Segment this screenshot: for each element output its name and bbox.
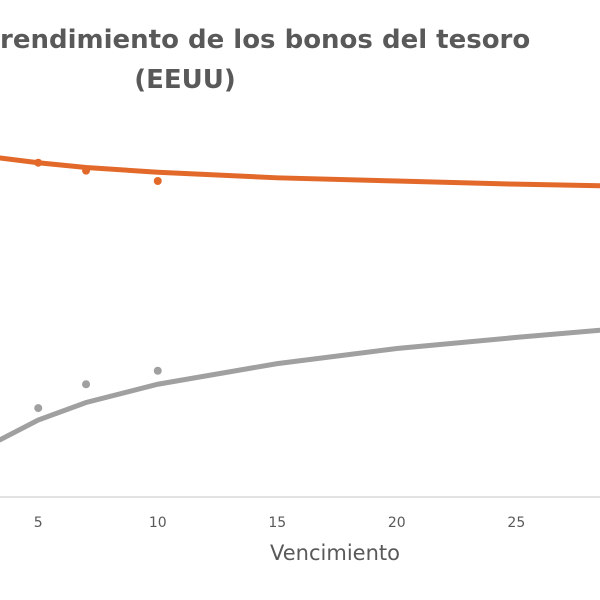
data-point [82, 380, 91, 389]
trend-line [0, 327, 600, 443]
data-point [153, 366, 162, 375]
x-tick-label: 25 [507, 515, 525, 531]
x-tick-label: 10 [149, 515, 167, 531]
x-tick-label: 20 [388, 515, 406, 531]
data-point [34, 404, 43, 413]
chart-title: (EEUU) [134, 65, 236, 95]
x-tick-label: 15 [268, 515, 286, 531]
x-tick-label: 5 [34, 515, 43, 531]
trend-line [0, 155, 600, 189]
data-point [82, 166, 91, 175]
data-point [153, 176, 162, 185]
chart-title: rendimiento de los bonos del tesoro [0, 25, 530, 55]
data-point [34, 158, 43, 167]
x-axis-label: Vencimiento [270, 541, 400, 565]
